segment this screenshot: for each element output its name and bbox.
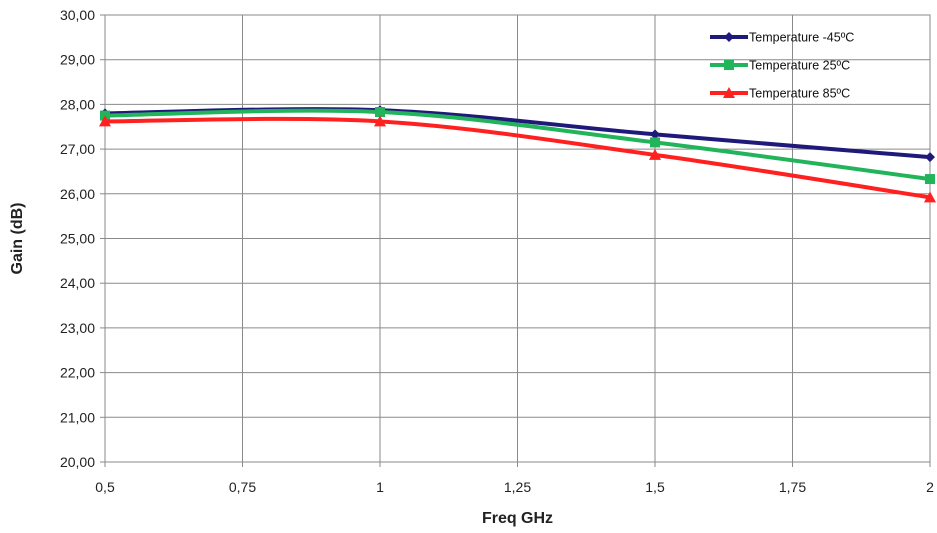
data-point [925,174,935,185]
x-tick-label: 1,25 [504,479,531,495]
data-point [374,115,386,127]
x-tick-label: 2 [926,479,934,495]
series-triangle [99,115,936,203]
y-tick-label: 29,00 [60,52,95,68]
legend-entry: Temperature 85ºC [710,87,850,101]
series-line [104,108,931,182]
legend-entry: Temperature -45ºC [710,31,854,45]
x-tick-label: 1,75 [779,479,806,495]
y-tick-label: 30,00 [60,7,95,23]
data-point [649,148,661,160]
data-point [650,137,660,148]
y-tick-label: 23,00 [60,320,95,336]
series-line [104,116,931,200]
data-point [924,191,936,203]
x-tick-label: 0,75 [229,479,256,495]
y-tick-label: 26,00 [60,186,95,202]
data-point [99,115,111,127]
data-point [375,106,385,117]
y-tick-label: 28,00 [60,96,95,112]
y-tick-label: 21,00 [60,409,95,425]
legend-label: Temperature 85ºC [749,87,850,101]
legend-entry: Temperature 25ºC [710,59,850,73]
x-axis-title: Freq GHz [482,510,553,527]
legend-swatch-marker [724,60,734,70]
legend-swatch-marker [724,32,734,42]
legend: Temperature -45ºC Temperature 25ºC Tempera… [710,31,854,101]
y-tick-label: 20,00 [60,454,95,470]
y-tick-label: 22,00 [60,365,95,381]
x-axis-ticks: 0,5 0,75 1 1,25 1,5 1,75 2 [95,462,934,495]
data-point [925,152,935,163]
legend-label: Temperature -45ºC [749,31,854,45]
x-tick-label: 1,5 [645,479,665,495]
legend-label: Temperature 25ºC [749,59,850,73]
series-layer [99,105,936,203]
y-axis-ticks: 20,00 21,00 22,00 23,00 24,00 25,00 26,00 27,00… [60,7,105,470]
data-point [650,129,660,140]
y-tick-label: 27,00 [60,141,95,157]
x-tick-label: 1 [376,479,384,495]
x-tick-label: 0,5 [95,479,115,495]
y-tick-label: 25,00 [60,231,95,247]
y-tick-label: 24,00 [60,275,95,291]
legend-swatch-marker [723,87,735,98]
y-axis-title: Gain (dB) [9,203,26,275]
